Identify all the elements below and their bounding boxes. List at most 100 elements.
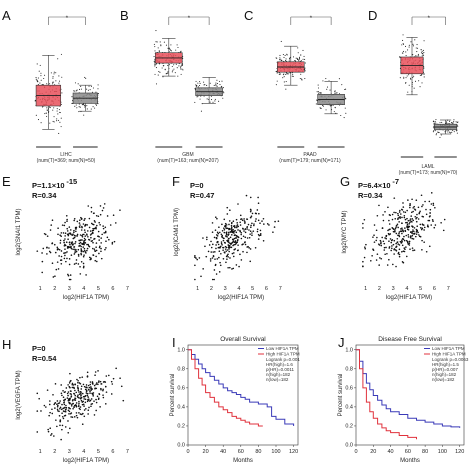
scatter-point [421,205,423,208]
scatter-point [212,243,214,246]
scatter-point [66,257,68,260]
scatter-point [395,249,398,252]
scatter-point [226,236,229,238]
scatter-point [62,389,64,392]
scatter-point [43,404,46,407]
scatter-point [434,206,436,209]
scatter-point [223,227,225,230]
box-point [279,57,281,59]
scatter-point [233,252,235,254]
scatter-point [82,266,85,269]
scatter-point [408,240,411,243]
box-point [420,74,423,76]
scatter-point [412,238,415,240]
box-point [180,64,183,66]
box-point [325,109,327,111]
box-point [292,56,295,58]
scatter-point [243,218,245,220]
scatter-point [95,227,97,230]
scatter-point [417,206,420,209]
scatter-point [104,226,107,229]
scatter-point [61,224,64,226]
scatter-point [83,409,86,411]
box-point [80,88,82,90]
scatter-point [119,377,121,380]
box-point [46,115,48,117]
scatter-point [110,380,113,383]
box-point [58,75,60,77]
box-point [334,107,336,109]
scatter-point [220,252,222,255]
box-point [447,130,449,132]
box-point [278,72,280,74]
scatter-point [262,217,265,220]
panel-letter: G [340,174,350,189]
scatter-point [230,234,233,236]
r-value-label: R=0.54 [32,354,57,363]
box-point [338,78,340,80]
survival-stat: HR(high)=1.5 [432,362,459,367]
box-point [402,50,404,53]
scatter-point [70,254,73,256]
scatter-point [68,226,71,228]
scatter-point [254,212,257,215]
scatter-point [231,241,234,244]
y-axis-label: Percent survival [170,374,176,417]
scatter-point [82,383,85,386]
scatter-point [73,217,76,220]
box-point [215,85,217,87]
scatter-point [362,222,364,225]
scatter-point [235,264,238,266]
panel-letter: A [2,8,11,23]
scatter-point [196,258,199,261]
scatter-point [105,240,107,243]
scatter-point [111,243,114,245]
scatter-point [397,226,399,229]
box-point [181,63,184,65]
scatter-point [74,383,77,386]
scatter-point [47,430,50,433]
scatter-point [418,235,421,238]
scatter-point [41,271,44,274]
scatter-point [404,227,406,229]
box-point [434,120,436,122]
scatter-point [194,264,196,267]
box-point [175,49,177,51]
scatter-point [214,229,217,231]
scatter-point [65,241,68,244]
scatter-point [411,237,414,240]
x-tick-label: 3 [68,449,71,455]
box-point [53,71,55,73]
scatter-point [209,260,212,262]
scatter-point [92,393,94,396]
scatter-point [93,384,96,387]
box-point [179,51,181,53]
scatter-point [402,230,404,233]
scatter-point [393,248,396,250]
scatter-point [235,231,238,234]
scatter-point [75,250,78,253]
scatter-point [409,248,411,250]
box-point [299,77,301,80]
scatter-point [81,242,83,245]
scatter-point [73,231,75,234]
scatter-point [224,248,227,250]
scatter-point [95,214,98,217]
box-point [282,77,284,79]
box-point [315,103,317,105]
scatter-point [101,233,103,236]
x-tick-label: 5 [419,286,422,292]
scatter-point [223,218,226,221]
scatter-point [411,218,414,220]
box-point [40,122,42,124]
scatter-point [63,244,66,247]
box-point [401,44,403,46]
scatter-point [214,258,216,260]
scatter-point [416,213,418,216]
box-point [422,49,424,52]
scatter-point [409,221,411,224]
scatter-point [219,245,222,248]
scatter-point [256,230,259,233]
panel-letter: B [120,8,129,23]
